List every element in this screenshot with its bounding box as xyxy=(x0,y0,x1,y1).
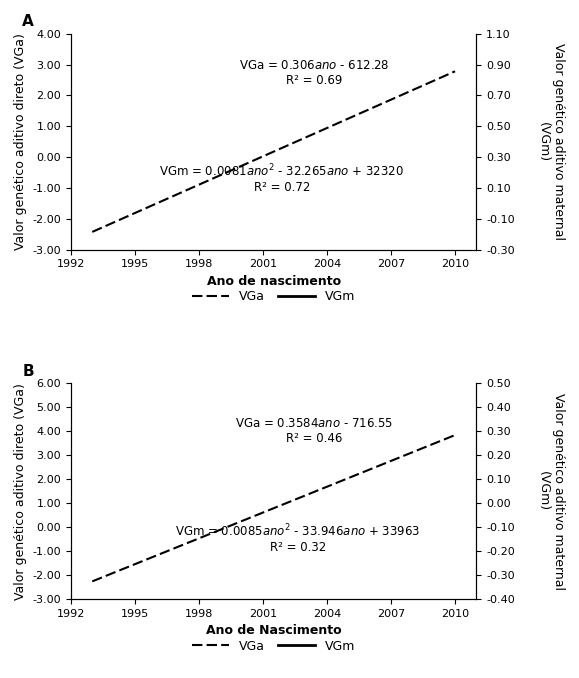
Y-axis label: Valor genético aditivo direto (VGa): Valor genético aditivo direto (VGa) xyxy=(14,33,27,250)
Text: VGa = 0.3584$\mathit{ano}$ - 716.55
R² = 0.46: VGa = 0.3584$\mathit{ano}$ - 716.55 R² =… xyxy=(235,416,393,445)
Y-axis label: Valor genético aditivo maternal
(VGm): Valor genético aditivo maternal (VGm) xyxy=(537,393,565,590)
Legend: VGa, VGm: VGa, VGm xyxy=(187,635,361,658)
Legend: VGa, VGm: VGa, VGm xyxy=(187,285,361,308)
Text: A: A xyxy=(22,14,34,29)
Text: VGm = 0.0081$\mathit{ano}^2$ - 32.265$\mathit{ano}$ + 32320
R² = 0.72: VGm = 0.0081$\mathit{ano}^2$ - 32.265$\m… xyxy=(159,163,404,194)
Y-axis label: Valor genético aditivo direto (VGa): Valor genético aditivo direto (VGa) xyxy=(14,382,27,599)
Text: VGm = 0.0085$\mathit{ano}^2$ - 33.946$\mathit{ano}$ + 33963
R² = 0.32: VGm = 0.0085$\mathit{ano}^2$ - 33.946$\m… xyxy=(175,523,421,555)
Y-axis label: Valor genético aditivo maternal
(VGm): Valor genético aditivo maternal (VGm) xyxy=(537,43,565,240)
Text: B: B xyxy=(22,363,34,379)
Text: VGa = 0.306$\mathit{ano}$ - 612.28
R² = 0.69: VGa = 0.306$\mathit{ano}$ - 612.28 R² = … xyxy=(239,58,390,87)
X-axis label: Ano de nascimento: Ano de nascimento xyxy=(207,275,340,288)
X-axis label: Ano de Nascimento: Ano de Nascimento xyxy=(206,624,342,637)
